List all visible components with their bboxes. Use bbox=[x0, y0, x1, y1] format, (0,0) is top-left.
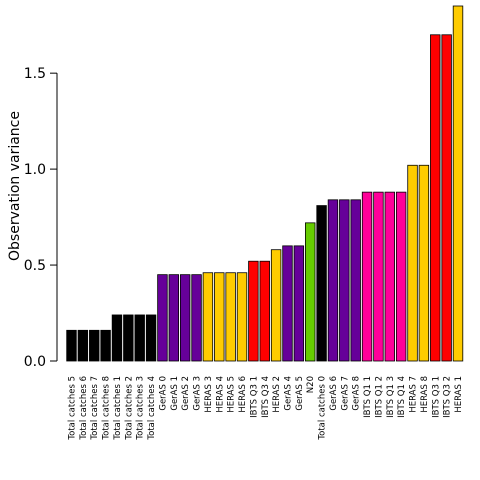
bar bbox=[395, 191, 407, 362]
bar bbox=[168, 274, 180, 362]
x-category-label: IBTS Q3 1 bbox=[431, 376, 441, 418]
bar bbox=[407, 164, 418, 362]
x-category-label: HERAS 5 bbox=[227, 376, 237, 413]
bar bbox=[327, 199, 339, 362]
bar bbox=[89, 329, 100, 362]
bar bbox=[293, 245, 305, 362]
x-category-label: GerAS 1 bbox=[170, 376, 180, 411]
bar bbox=[202, 272, 214, 362]
bar bbox=[123, 314, 134, 362]
bar bbox=[339, 199, 350, 362]
x-category-label: IBTS Q3 2 bbox=[443, 376, 453, 418]
bar bbox=[430, 34, 441, 362]
x-category-label: Total catches 2 bbox=[124, 376, 134, 441]
x-category-label: GerAS 4 bbox=[283, 376, 293, 411]
bar bbox=[452, 5, 464, 362]
bar bbox=[77, 329, 89, 362]
x-category-label: Total catches 1 bbox=[113, 376, 123, 441]
bar bbox=[305, 222, 316, 362]
x-category-label: Total catches 7 bbox=[90, 376, 100, 441]
bar bbox=[282, 245, 293, 362]
y-axis-label: Observation variance bbox=[7, 111, 23, 261]
bar bbox=[259, 260, 270, 362]
bar bbox=[441, 34, 452, 362]
bar bbox=[134, 314, 145, 362]
x-axis-category-labels: Total catches 5 Total catches 6 Total catc… bbox=[68, 376, 465, 441]
bar bbox=[157, 274, 168, 362]
x-category-label: GerAS 6 bbox=[329, 376, 339, 411]
x-category-label: HERAS 1 bbox=[454, 376, 464, 413]
x-category-label: Total catches 8 bbox=[102, 376, 112, 441]
x-category-label: IBTS Q1 1 bbox=[363, 376, 373, 418]
x-category-label: HERAS 3 bbox=[204, 376, 214, 413]
x-category-label: Total catches 3 bbox=[136, 376, 146, 441]
bar bbox=[361, 191, 373, 362]
bar bbox=[270, 249, 282, 362]
bar bbox=[248, 260, 259, 362]
bar bbox=[225, 272, 236, 362]
y-tick-label: 0.5 bbox=[24, 258, 46, 274]
x-category-label: GerAS 2 bbox=[181, 376, 191, 411]
x-category-label: IBTS Q1 2 bbox=[374, 376, 384, 418]
y-tick-label: 1.0 bbox=[24, 162, 46, 178]
bar bbox=[111, 314, 123, 362]
x-category-label: Total catches 6 bbox=[79, 376, 89, 441]
x-category-label: HERAS 4 bbox=[215, 376, 225, 413]
x-category-label: GerAS 8 bbox=[352, 376, 362, 411]
bar bbox=[236, 272, 248, 362]
bar bbox=[191, 274, 202, 362]
y-tick-label: 0.0 bbox=[24, 354, 46, 370]
bar bbox=[316, 205, 327, 362]
bar bbox=[145, 314, 157, 362]
y-axis-ticks: 0.0 0.5 1.0 1.5 bbox=[24, 66, 57, 370]
x-category-label: N20 bbox=[306, 376, 316, 393]
x-category-label: HERAS 7 bbox=[409, 376, 419, 413]
bar bbox=[66, 329, 77, 362]
bar bbox=[373, 191, 384, 362]
x-category-label: GerAS 5 bbox=[295, 376, 305, 411]
bar bbox=[179, 274, 191, 362]
x-category-label: IBTS Q3 1 bbox=[249, 376, 259, 418]
x-category-label: Total catches 0 bbox=[318, 376, 328, 441]
bar bbox=[384, 191, 395, 362]
bar bbox=[214, 272, 225, 362]
x-category-label: GerAS 7 bbox=[340, 376, 350, 411]
x-category-label: IBTS Q3 4 bbox=[261, 376, 271, 418]
x-category-label: GerAS 3 bbox=[193, 376, 203, 411]
bar bbox=[350, 199, 361, 362]
x-category-label: Total catches 4 bbox=[147, 376, 157, 441]
x-category-label: HERAS 8 bbox=[420, 376, 430, 413]
bar bbox=[100, 329, 111, 362]
x-category-label: Total catches 5 bbox=[68, 376, 78, 441]
x-category-label: IBTS Q1 3 bbox=[386, 376, 396, 418]
x-category-label: IBTS Q1 4 bbox=[397, 376, 407, 418]
bar bbox=[418, 164, 430, 362]
x-category-label: HERAS 2 bbox=[272, 376, 282, 413]
y-tick-label: 1.5 bbox=[24, 66, 46, 82]
x-category-label: GerAS 0 bbox=[158, 376, 168, 411]
x-category-label: HERAS 6 bbox=[238, 376, 248, 413]
bars bbox=[66, 5, 464, 362]
